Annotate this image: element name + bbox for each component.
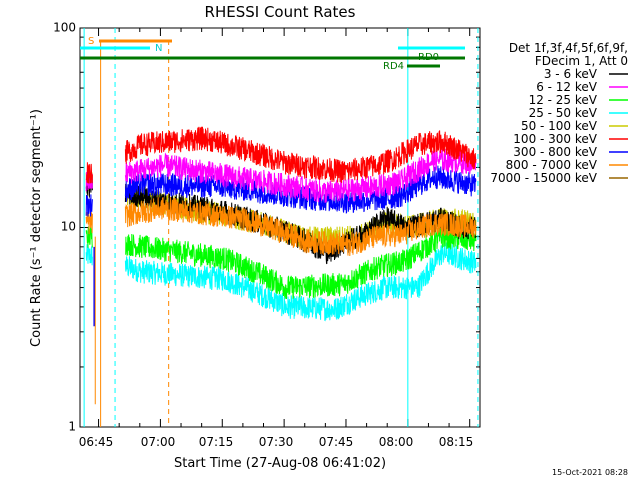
x-tick-label: 07:30 — [259, 435, 294, 449]
series-line — [124, 126, 477, 183]
series-lines — [85, 126, 477, 405]
series-line — [85, 194, 93, 217]
state-bars: S N RD0 RD4 — [80, 36, 465, 72]
x-tick-label: 07:00 — [141, 435, 176, 449]
legend-label: 12 - 25 keV — [529, 93, 598, 107]
x-tick-label: 08:15 — [439, 435, 474, 449]
series-line — [124, 241, 477, 322]
legend: Det 1f,3f,4f,5f,6f,9f, FDecim 1, Att 0 3… — [490, 41, 628, 185]
y-tick-label: 10 — [61, 220, 76, 234]
x-axis-label: Start Time (27-Aug-08 06:41:02) — [174, 456, 386, 471]
series-line — [124, 197, 477, 257]
series-line — [85, 244, 93, 266]
y-tick-labels: 1 10 100 — [53, 21, 76, 434]
timestamp: 15-Oct-2021 08:28 — [552, 468, 628, 477]
x-tick-label: 06:45 — [79, 435, 114, 449]
y-tick-label: 1 — [68, 420, 76, 434]
chart-title: RHESSI Count Rates — [205, 3, 356, 21]
state-boundary-lines — [83, 28, 479, 427]
legend-header-line1: Det 1f,3f,4f,5f,6f,9f, — [509, 41, 628, 55]
x-tick-label: 08:00 — [379, 435, 414, 449]
y-axis-label: Count Rate (s⁻¹ detector segment⁻¹) — [29, 109, 44, 347]
legend-header-line2: FDecim 1, Att 0 — [535, 54, 628, 68]
legend-label: 3 - 6 keV — [544, 67, 598, 81]
legend-label: 50 - 100 keV — [521, 119, 598, 133]
state-bar-n-label: N — [155, 43, 162, 54]
legend-label: 100 - 300 keV — [513, 132, 597, 146]
legend-label: 800 - 7000 keV — [506, 158, 598, 172]
legend-label: 25 - 50 keV — [529, 106, 598, 120]
legend-label: 6 - 12 keV — [536, 80, 598, 94]
x-tick-label: 07:45 — [319, 435, 354, 449]
series-line — [124, 147, 477, 203]
state-bar-rd4-label: RD4 — [383, 61, 404, 72]
y-tick-label: 100 — [53, 21, 76, 35]
state-bar-s-label: S — [88, 36, 94, 47]
state-bar-rd0-label: RD0 — [418, 52, 439, 63]
legend-label: 7000 - 15000 keV — [490, 171, 597, 185]
series-line — [85, 162, 93, 184]
x-tick-labels: 06:45 07:00 07:15 07:30 07:45 08:00 08:1… — [79, 435, 474, 449]
series-line — [124, 225, 477, 300]
x-tick-label: 07:15 — [199, 435, 234, 449]
series-line — [85, 226, 93, 248]
legend-label: 300 - 800 keV — [513, 145, 597, 159]
